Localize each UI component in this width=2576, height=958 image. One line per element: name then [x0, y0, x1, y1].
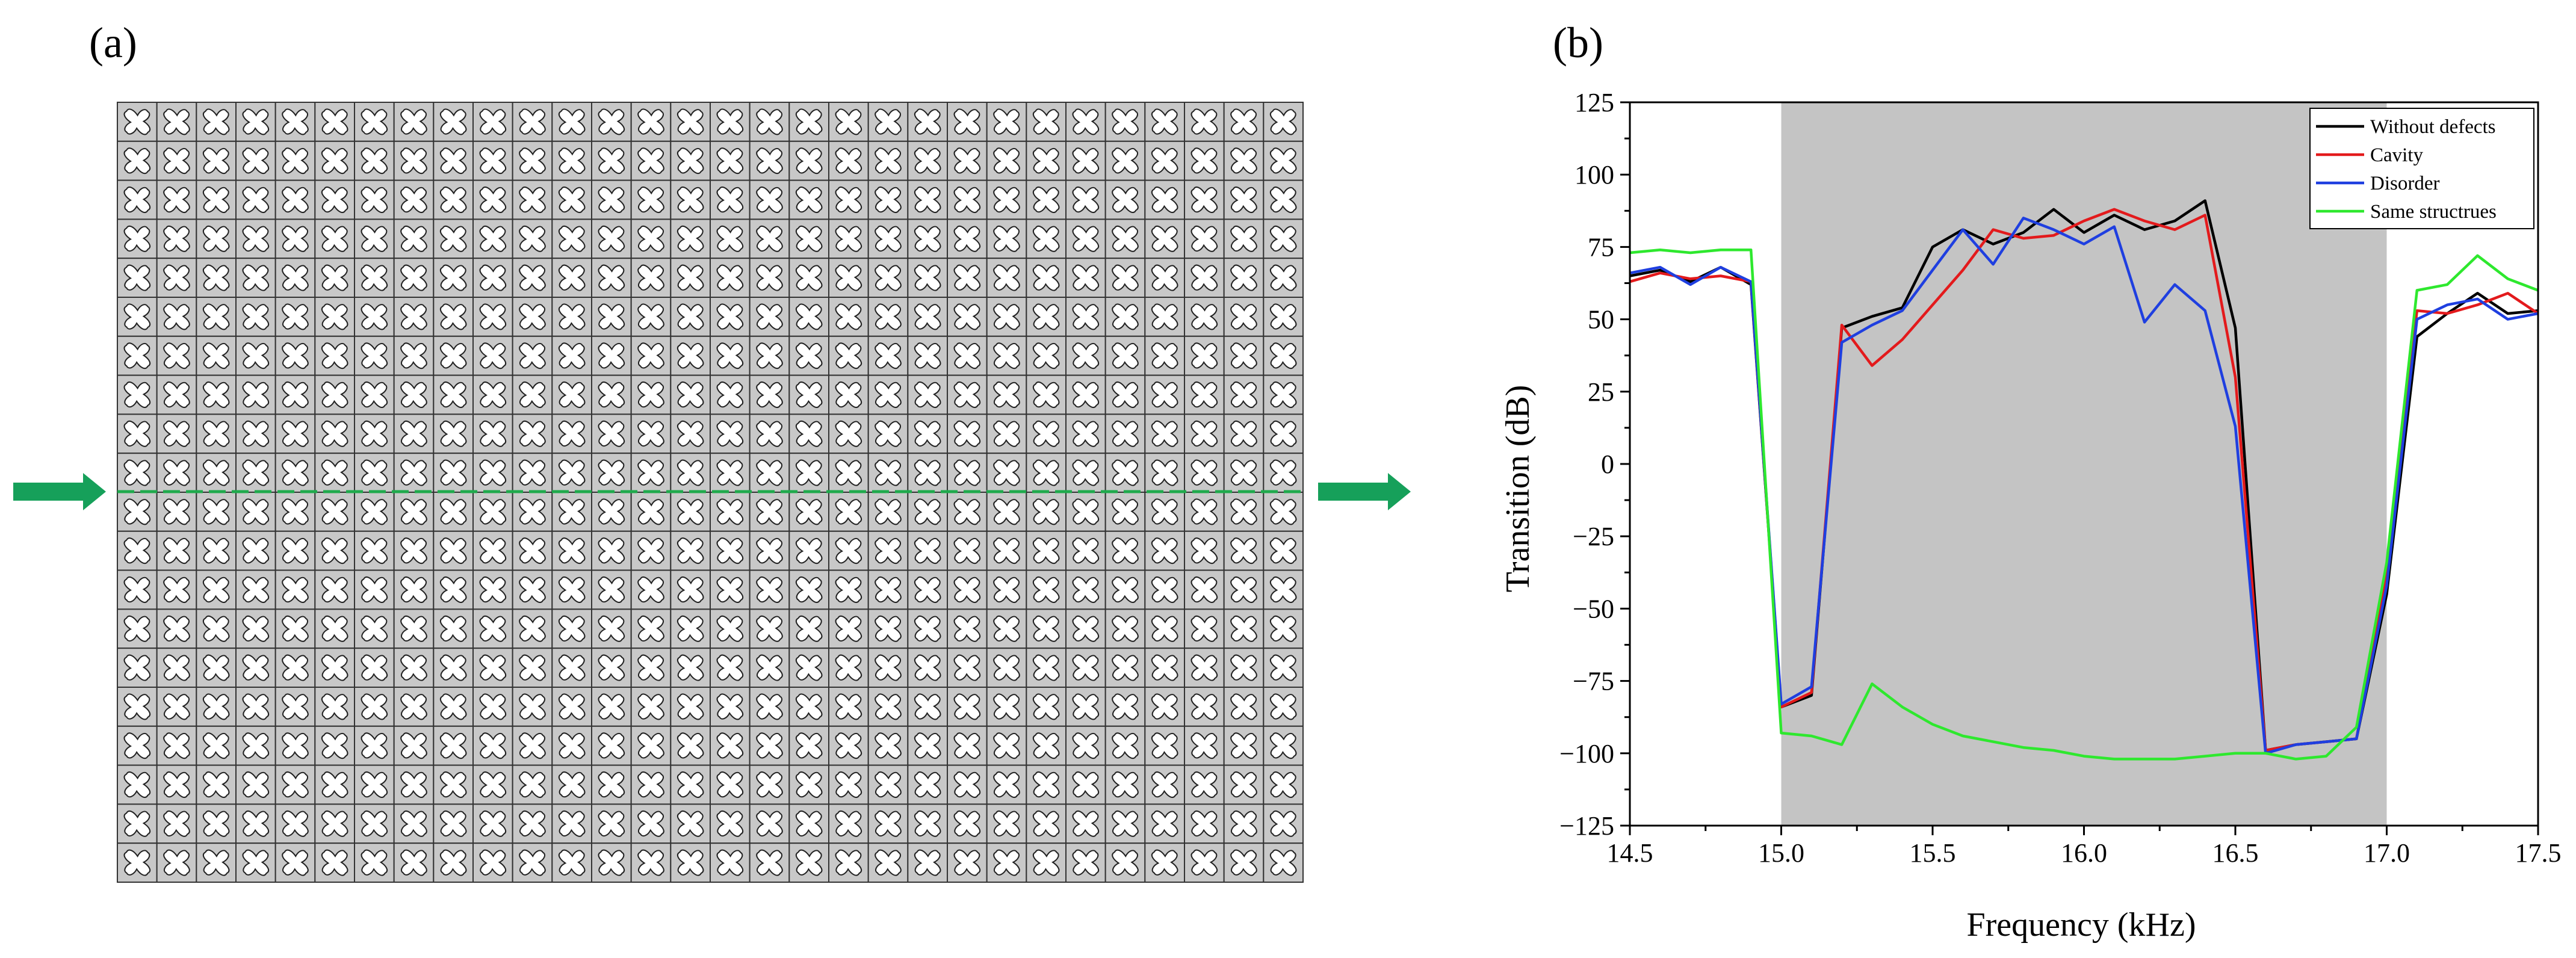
panel-b: (b) Transition (dB) Frequency (kHz) 14.5… — [1499, 19, 2562, 944]
legend-entry: Without defects — [2370, 116, 2496, 138]
panel-b-label: (b) — [1553, 19, 1603, 67]
lattice-cell — [393, 258, 435, 298]
lattice-cell — [907, 140, 949, 181]
x-tick-label: 16.0 — [2061, 838, 2107, 868]
lattice-cell — [947, 374, 988, 415]
lattice-cell — [1263, 647, 1304, 688]
y-tick-label: 0 — [1601, 450, 1614, 479]
lattice-cell — [1184, 140, 1225, 181]
lattice-cell — [196, 297, 237, 337]
x-axis-label: Frequency (kHz) — [1967, 906, 2196, 944]
lattice-cell — [1263, 842, 1304, 883]
y-axis-label: Transition (dB) — [1499, 385, 1537, 593]
y-tick-label: −50 — [1573, 594, 1614, 623]
lattice-cell — [947, 687, 988, 727]
legend: Without defects Cavity Disorder Same struct… — [2309, 108, 2534, 229]
lattice-cell — [512, 218, 553, 259]
y-tick-label: 100 — [1574, 160, 1614, 190]
legend-entry: Disorder — [2370, 173, 2439, 194]
phononic-crystal-lattice — [115, 100, 1305, 885]
lattice-cell — [986, 102, 1027, 142]
lattice-cell — [433, 725, 474, 766]
lattice-cell — [1104, 725, 1146, 766]
transmission-chart: 14.5 15.0 15.5 16.0 16.5 17.0 17.5 −125 −100 −75 −… — [1559, 88, 2561, 868]
legend-entry: Cavity — [2370, 144, 2423, 166]
y-tick-label: −75 — [1573, 667, 1614, 696]
input-arrow — [13, 473, 106, 510]
series-line-disorder — [1629, 217, 2539, 755]
panel-a-label: (a) — [89, 19, 137, 67]
output-arrow-shape — [1318, 473, 1411, 510]
x-tick-label: 15.0 — [1758, 838, 1804, 868]
lattice-cell — [314, 218, 355, 259]
legend-entry: Same structrues — [2370, 201, 2497, 223]
x-tick-label: 17.0 — [2364, 838, 2410, 868]
y-tick-label: −100 — [1559, 739, 1614, 768]
band-gap-region — [1781, 102, 2387, 826]
output-arrow — [1318, 473, 1411, 510]
y-tick-label: −25 — [1573, 522, 1614, 551]
series-line-same-structrues — [1629, 248, 2539, 761]
y-tick-label: 75 — [1588, 232, 1614, 262]
legend-box — [2309, 108, 2534, 229]
panel-a: (a) — [13, 19, 1411, 885]
x-tick-label: 16.5 — [2212, 838, 2259, 868]
lattice-cell — [196, 569, 237, 610]
lattice-cell — [1065, 647, 1106, 688]
y-tick-label: 50 — [1588, 305, 1614, 335]
lattice-cell — [1104, 842, 1146, 883]
lattice-cell — [1026, 569, 1067, 610]
x-tick-label: 15.5 — [1910, 838, 1956, 868]
y-tick-label: 25 — [1588, 377, 1614, 407]
x-tick-label: 14.5 — [1607, 838, 1653, 868]
input-arrow-shape — [13, 473, 106, 510]
y-tick-label: 125 — [1574, 88, 1614, 117]
lattice-cell — [1026, 764, 1067, 805]
lattice-cell — [1184, 842, 1225, 883]
lattice-cell — [117, 569, 158, 610]
y-tick-label: −125 — [1559, 811, 1614, 841]
x-tick-label: 17.5 — [2515, 838, 2562, 868]
lattice-cell — [196, 218, 237, 259]
lattice-cell — [788, 647, 830, 688]
